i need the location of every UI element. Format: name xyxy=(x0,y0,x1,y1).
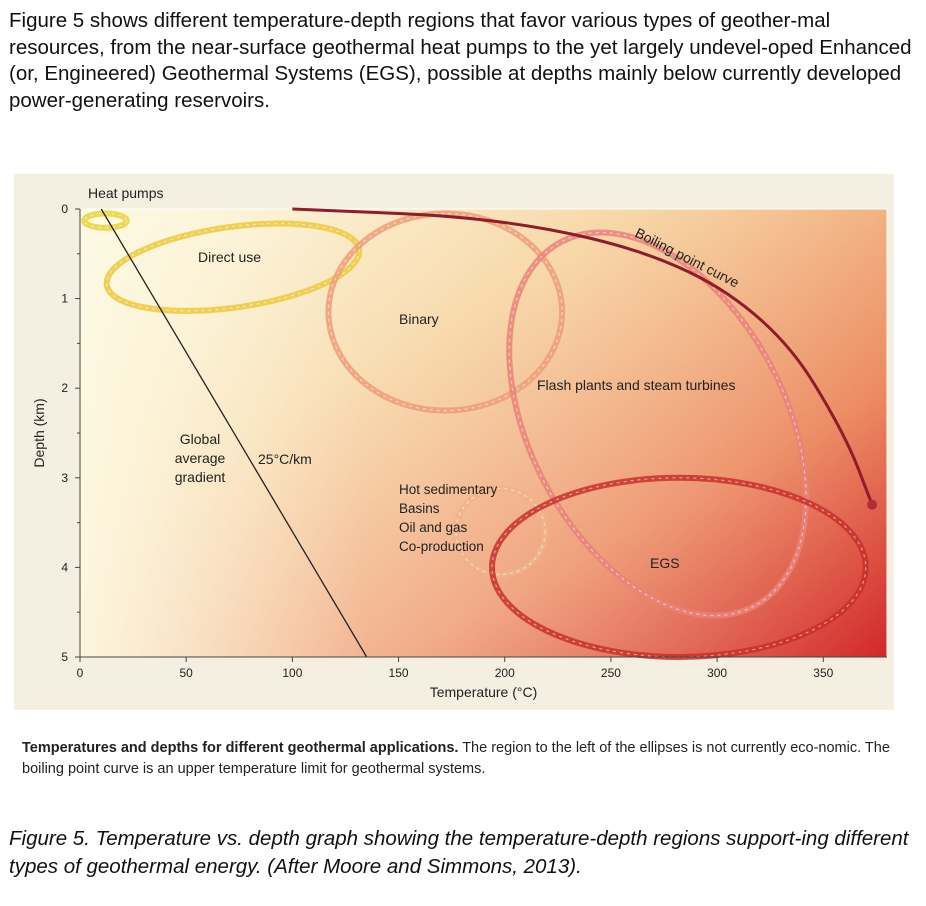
x-tick-label: 50 xyxy=(180,666,194,680)
x-tick-label: 150 xyxy=(389,666,409,680)
label-hot-sedimentary-line: Co-production xyxy=(399,539,484,554)
label-binary: Binary xyxy=(399,311,439,327)
caption-bold: Temperatures and depths for different ge… xyxy=(22,740,459,756)
x-tick-label: 0 xyxy=(77,666,84,680)
label-global-gradient-line: gradient xyxy=(175,469,226,485)
label-global-gradient: Global average gradient xyxy=(175,431,226,485)
caption-rest: The region to the left of the ellipses i… xyxy=(22,740,890,777)
intro-paragraph: Figure 5 shows different temperature-dep… xyxy=(9,9,912,112)
region-ellipse xyxy=(506,229,810,619)
x-tick-label: 250 xyxy=(601,666,621,680)
y-tick-label: 3 xyxy=(61,471,68,485)
x-axis-label: Temperature (°C) xyxy=(430,684,538,700)
y-tick-label: 5 xyxy=(61,650,68,664)
label-hot-sedimentary-line: Basins xyxy=(399,501,440,516)
region-3 xyxy=(506,229,810,619)
region-0 xyxy=(81,210,130,231)
lines-layer xyxy=(100,207,878,658)
label-direct-use-line: Direct use xyxy=(198,249,261,265)
label-gradient-rate: 25°C/km xyxy=(258,451,312,467)
gradient-line xyxy=(100,208,368,658)
x-tick-label: 200 xyxy=(495,666,515,680)
figure-caption: Figure 5. Temperature vs. depth graph sh… xyxy=(9,827,909,878)
x-tick-label: 300 xyxy=(707,666,727,680)
x-tick-label: 100 xyxy=(282,666,302,680)
y-tick-label: 1 xyxy=(61,292,68,306)
label-egs: EGS xyxy=(650,555,680,571)
label-heat-pumps-line: Heat pumps xyxy=(88,185,163,201)
label-direct-use: Direct use xyxy=(198,249,261,265)
label-hot-sedimentary-line: Oil and gas xyxy=(399,520,468,535)
label-flash-plants-line: Flash plants and steam turbines xyxy=(537,377,735,393)
y-tick-label: 2 xyxy=(61,381,68,395)
boiling-point-curve xyxy=(292,207,874,506)
label-global-gradient-line: Global xyxy=(180,431,220,447)
figure-caption-box: Temperatures and depths for different ge… xyxy=(22,738,902,780)
label-binary-line: Binary xyxy=(399,311,439,327)
region-2 xyxy=(325,210,566,414)
region-ellipse-texture xyxy=(455,487,546,576)
x-tick-label: 350 xyxy=(813,666,833,680)
plot-area xyxy=(79,208,888,658)
y-tick-label: 4 xyxy=(61,560,68,574)
y-tick-label: 0 xyxy=(61,202,68,216)
boiling-point-end xyxy=(867,499,878,510)
label-hot-sedimentary: Hot sedimentary Basins Oil and gas Co-produ… xyxy=(399,482,498,554)
label-flash-plants: Flash plants and steam turbines xyxy=(537,377,735,393)
label-heat-pumps: Heat pumps xyxy=(88,185,163,201)
label-hot-sedimentary-line: Hot sedimentary xyxy=(399,482,498,497)
y-axis-label: Depth (km) xyxy=(31,398,47,467)
plot-background-fade xyxy=(80,209,887,657)
region-4 xyxy=(452,485,549,578)
label-egs-line: EGS xyxy=(650,555,680,571)
label-gradient-rate-line: 25°C/km xyxy=(258,451,312,467)
label-global-gradient-line: average xyxy=(175,450,226,466)
